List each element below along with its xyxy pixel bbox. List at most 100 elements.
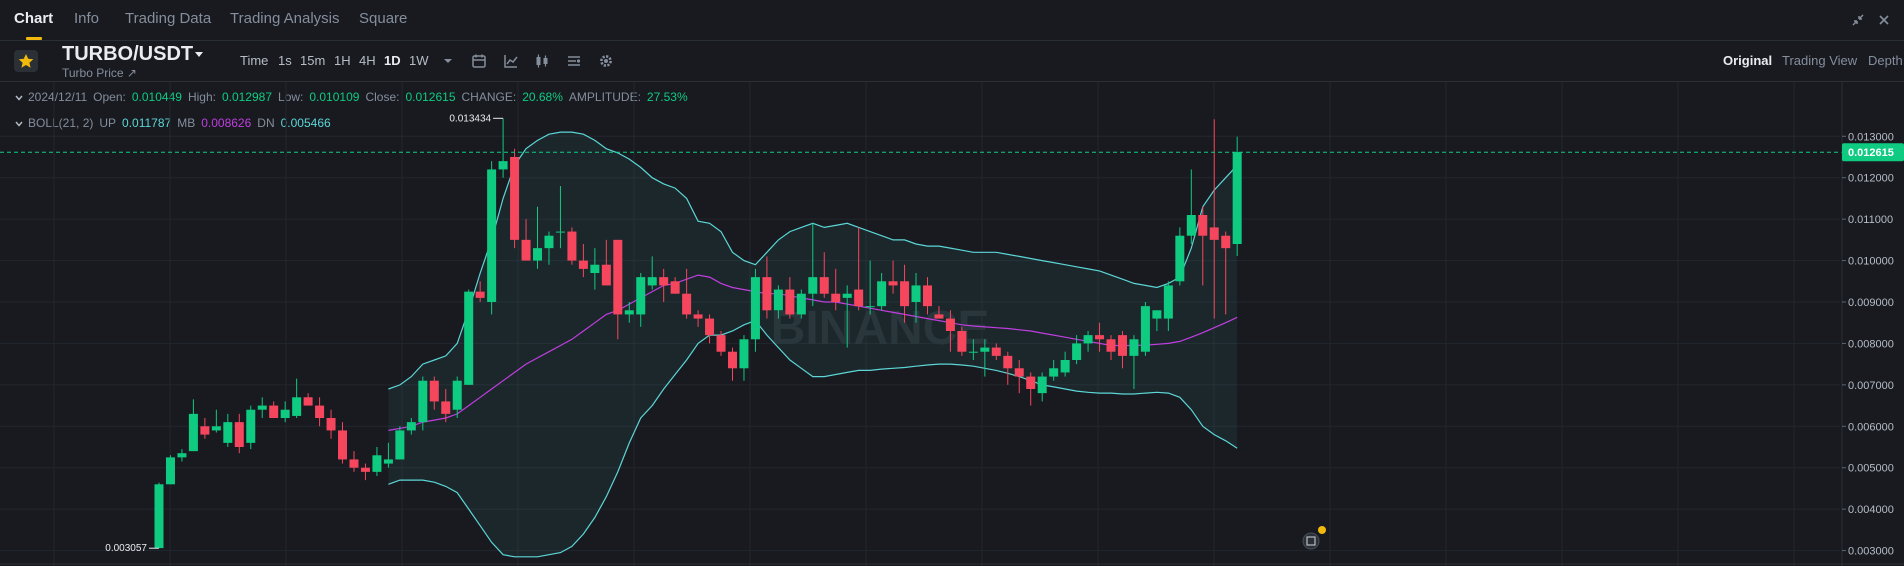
low-value: 0.010109 (309, 90, 360, 104)
star-icon (18, 54, 34, 68)
tab-trading-analysis[interactable]: Trading Analysis (230, 10, 340, 27)
candle-body (739, 339, 749, 369)
event-marker-glyph (1306, 536, 1316, 546)
candle-body (1083, 335, 1093, 344)
boll-dn-line (388, 319, 1238, 558)
close-icon[interactable] (1876, 12, 1892, 28)
tab-square[interactable]: Square (359, 10, 408, 27)
candle-body (636, 277, 646, 315)
top-nav: Chart Info Trading Data Trading Analysis… (0, 0, 1904, 41)
candle-body (395, 430, 405, 460)
candle-body (372, 455, 382, 472)
candle-body (980, 347, 990, 352)
event-marker-bg (1302, 532, 1320, 550)
candle-body (922, 285, 932, 307)
candle-body (659, 277, 669, 286)
layout-icon[interactable] (566, 53, 582, 69)
price-axis-label: 0.013000 (1848, 131, 1894, 143)
amplitude-value: 27.53% (646, 90, 688, 104)
open-value: 0.010449 (131, 90, 182, 104)
candle-body (601, 264, 611, 286)
interval-15m[interactable]: 15m (300, 53, 326, 68)
chart-header: TURBO/USDT Turbo Price ↗ Time 1s 15m 1H … (0, 41, 1904, 82)
candle-body (1037, 376, 1047, 394)
candle-body (326, 418, 336, 431)
tab-trading-data[interactable]: Trading Data (125, 10, 212, 27)
candle-body (234, 422, 244, 447)
change-label: CHANGE: (461, 90, 517, 104)
candle-body (338, 430, 348, 460)
favorite-button[interactable] (14, 50, 38, 72)
candle-body (211, 426, 221, 431)
calendar-icon[interactable] (471, 53, 487, 69)
candle-body (1175, 235, 1185, 282)
candle-body (647, 277, 657, 286)
candle-body (269, 405, 279, 418)
close-label: Close: (365, 90, 400, 104)
candle-body (223, 422, 233, 443)
candle-body (177, 453, 187, 458)
candle-body (544, 235, 554, 249)
candle-body (533, 248, 543, 261)
candle-body (945, 318, 955, 331)
candle-body (1209, 227, 1219, 240)
candle-body (900, 281, 910, 307)
candle-body (165, 457, 175, 485)
candle-body (567, 231, 577, 261)
settings-gear-icon[interactable] (598, 53, 614, 69)
candle-body (1186, 215, 1196, 236)
price-chart[interactable]: BINANCE0.0134340.0030570.0130000.0120000… (0, 82, 1904, 566)
candle-body (991, 347, 1001, 356)
candle-body (521, 239, 531, 261)
candle-body (292, 397, 302, 416)
interval-1h[interactable]: 1H (334, 53, 351, 68)
candle-type-icon[interactable] (534, 53, 550, 69)
price-axis-label: 0.012000 (1848, 173, 1894, 185)
boll-legend: BOLL(21, 2) UP 0.011787 MB 0.008626 DN 0.00546… (14, 116, 337, 130)
tab-info[interactable]: Info (74, 10, 100, 27)
interval-time[interactable]: Time (240, 53, 269, 68)
price-axis-label: 0.005000 (1848, 463, 1894, 475)
high-value: 0.012987 (221, 90, 273, 104)
interval-1d[interactable]: 1D (384, 53, 401, 68)
interval-1w[interactable]: 1W (409, 53, 429, 68)
boll-up-value: 0.011787 (122, 116, 172, 130)
candle-body (854, 289, 864, 307)
caret-down-icon[interactable] (194, 49, 204, 59)
chevron-down-icon[interactable] (14, 119, 24, 129)
candle-body (464, 291, 474, 385)
pair-symbol[interactable]: TURBO/USDT (62, 43, 194, 65)
view-depth[interactable]: Depth (1868, 53, 1903, 68)
candle-body (1140, 306, 1150, 352)
event-marker-dot (1318, 526, 1326, 534)
event-marker-icon[interactable] (1302, 526, 1326, 550)
more-intervals-icon[interactable] (440, 53, 456, 69)
interval-4h[interactable]: 4H (359, 53, 376, 68)
tab-chart[interactable]: Chart (14, 10, 54, 27)
candle-body (315, 405, 325, 418)
candle-body (888, 281, 898, 286)
candle-body (280, 409, 290, 418)
collapse-icon[interactable] (1850, 12, 1866, 28)
candle-body (773, 289, 783, 311)
candle-body (590, 264, 600, 273)
price-axis-label: 0.008000 (1848, 338, 1894, 350)
ohlc-date: 2024/12/11 (28, 90, 88, 104)
view-original[interactable]: Original (1723, 53, 1773, 68)
candle-body (682, 293, 692, 315)
view-trading-view[interactable]: Trading View (1782, 53, 1858, 68)
candle-body (1232, 152, 1242, 244)
candle-body (785, 289, 795, 315)
candle-body (716, 335, 726, 352)
interval-1s[interactable]: 1s (278, 53, 292, 68)
indicator-icon[interactable] (503, 53, 519, 69)
open-label: Open: (93, 90, 126, 104)
chevron-down-icon[interactable] (14, 93, 24, 103)
change-value: 20.68% (522, 90, 563, 104)
price-axis-label: 0.004000 (1848, 504, 1894, 516)
candle-body (1221, 235, 1231, 249)
candle-body (613, 239, 623, 315)
candle-body (1152, 310, 1162, 319)
pair-subtitle[interactable]: Turbo Price ↗ (62, 66, 137, 80)
price-axis-label: 0.011000 (1848, 214, 1893, 226)
